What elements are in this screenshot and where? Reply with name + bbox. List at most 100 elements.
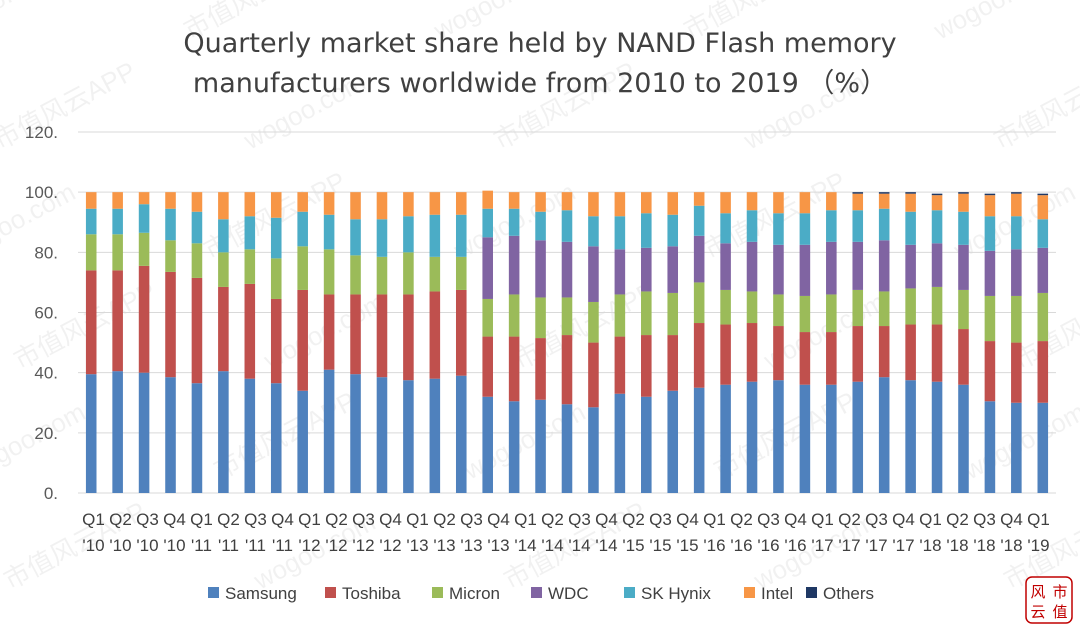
bar-segment-micron — [270, 258, 282, 299]
bar-segment-wdc — [958, 244, 969, 290]
bar-segment-intel — [1037, 195, 1049, 220]
bar-segment-samsung — [112, 371, 123, 493]
bar-segment-intel — [720, 192, 731, 214]
bar-segment-toshiba — [905, 324, 916, 381]
x-tick-label-bottom: '12 — [352, 536, 374, 555]
bar-segment-toshiba — [323, 294, 335, 370]
bar-segment-toshiba — [720, 324, 731, 385]
bar-segment-wdc — [746, 241, 758, 292]
bar-segment-sk-hynix — [641, 213, 652, 248]
bar-segment-intel — [218, 192, 229, 220]
bar-segment-micron — [455, 256, 467, 290]
x-tick-label-bottom: '15 — [649, 536, 671, 555]
x-tick-label-top: Q1 — [190, 510, 213, 529]
bar-segment-intel — [799, 192, 811, 214]
x-tick-label-top: Q1 — [1027, 510, 1050, 529]
x-tick-label-top: Q2 — [946, 510, 969, 529]
bar-segment-micron — [746, 291, 758, 324]
x-tick-label-top: Q2 — [433, 510, 456, 529]
bar-segment-sk-hynix — [799, 213, 811, 245]
bar-segment-toshiba — [270, 298, 282, 384]
legend-label: SK Hynix — [641, 584, 711, 603]
bar-segment-samsung — [165, 377, 176, 493]
bar-segment-toshiba — [614, 336, 626, 394]
x-tick-label-bottom: '15 — [676, 536, 698, 555]
bar-segment-intel — [561, 192, 573, 211]
x-tick-label-bottom: '16 — [784, 536, 806, 555]
x-tick-label-bottom: '17 — [865, 536, 887, 555]
legend-swatch — [744, 587, 755, 598]
bar-segment-others — [1011, 192, 1022, 194]
legend-swatch — [325, 587, 336, 598]
x-tick-label-bottom: '16 — [730, 536, 752, 555]
bar-segment-micron — [429, 256, 441, 292]
bar-segment-wdc — [1037, 247, 1049, 293]
bar-segment-samsung — [826, 384, 837, 493]
x-tick-label-top: Q2 — [325, 510, 348, 529]
bar-segment-samsung — [1037, 402, 1049, 493]
y-tick-label: 40. — [34, 364, 58, 383]
bar-segment-others — [984, 193, 996, 196]
bar-segment-samsung — [535, 399, 546, 493]
bar-segment-others — [958, 192, 969, 194]
x-tick-label-bottom: '11 — [191, 536, 212, 555]
bar-segment-sk-hynix — [852, 210, 864, 242]
bar-segment-samsung — [958, 384, 969, 493]
bar-segment-samsung — [773, 380, 784, 493]
bar-segment-toshiba — [429, 291, 441, 379]
bar-segment-toshiba — [878, 326, 890, 378]
bar-segment-toshiba — [773, 326, 784, 381]
x-tick-label-bottom: '12 — [325, 536, 347, 555]
logo-glyph: 风 — [1030, 583, 1045, 601]
logo-glyph: 市 — [1052, 583, 1067, 601]
x-tick-label-top: Q4 — [487, 510, 510, 529]
bar-segment-intel — [297, 192, 308, 212]
bar-segment-intel — [773, 192, 784, 214]
bar-segment-toshiba — [297, 289, 308, 391]
bar-segment-micron — [323, 249, 335, 295]
x-tick-label-bottom: '15 — [622, 536, 644, 555]
legend-swatch — [531, 587, 542, 598]
bar-segment-wdc — [984, 250, 996, 296]
bar-segment-toshiba — [746, 323, 758, 382]
x-tick-label-bottom: '14 — [568, 536, 590, 555]
bar-segment-toshiba — [508, 336, 520, 402]
bar-segment-intel — [535, 192, 546, 212]
bar-segment-sk-hynix — [720, 213, 731, 244]
x-tick-label-top: Q4 — [271, 510, 294, 529]
legend-swatch — [624, 587, 635, 598]
bar-segment-micron — [165, 240, 176, 272]
x-tick-label-top: Q3 — [244, 510, 267, 529]
bar-segment-sk-hynix — [297, 211, 308, 247]
bar-segment-toshiba — [852, 326, 864, 382]
bar-segment-sk-hynix — [667, 214, 679, 247]
bar-segment-samsung — [693, 387, 705, 493]
bar-segment-intel — [641, 192, 652, 214]
bar-segment-intel — [482, 190, 493, 209]
bar-segment-sk-hynix — [270, 217, 282, 259]
bar-segment-toshiba — [931, 324, 943, 382]
bar-segment-intel — [614, 192, 626, 217]
bar-segment-samsung — [218, 371, 229, 493]
bar-segment-micron — [588, 301, 599, 343]
bar-segment-sk-hynix — [588, 216, 599, 247]
bar-segment-micron — [905, 288, 916, 325]
bar-segment-others — [1037, 193, 1049, 196]
x-tick-label-bottom: '13 — [406, 536, 428, 555]
bar-segment-sk-hynix — [323, 214, 335, 250]
bar-segment-wdc — [852, 241, 864, 290]
bar-segment-micron — [826, 294, 837, 333]
bar-segment-intel — [323, 192, 335, 215]
bar-segment-others — [852, 192, 864, 194]
bar-segment-micron — [138, 232, 150, 266]
bar-segment-micron — [191, 243, 203, 278]
watermark-text: 市值风云APP — [209, 386, 361, 486]
x-tick-label-top: Q1 — [703, 510, 726, 529]
bar-segment-micron — [799, 295, 811, 333]
bar-segment-wdc — [878, 240, 890, 292]
legend-item-intel: Intel — [744, 584, 793, 603]
bar-segment-sk-hynix — [218, 219, 229, 253]
watermark-text: wogoo.com — [0, 0, 60, 46]
bar-segment-micron — [535, 297, 546, 339]
legend-swatch — [806, 587, 817, 598]
